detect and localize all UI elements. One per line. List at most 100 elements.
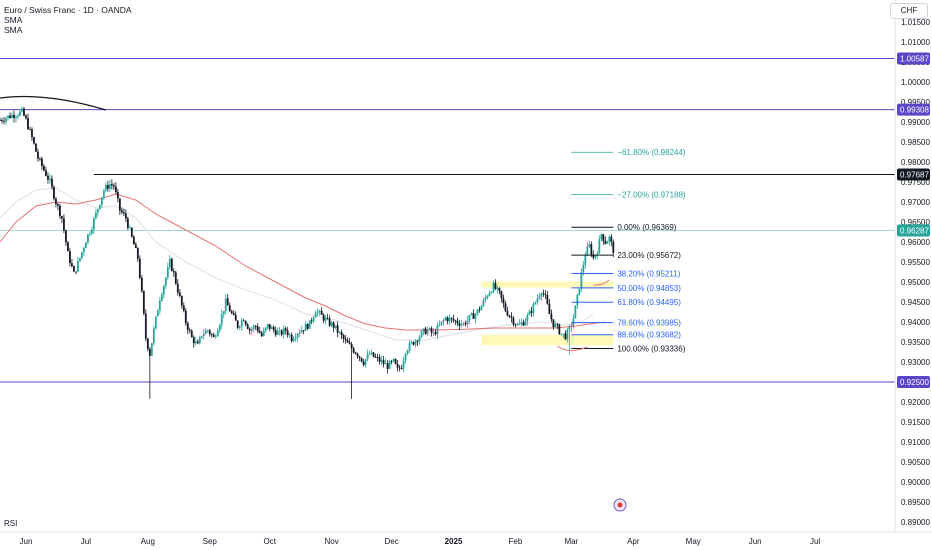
candle-body [476, 309, 479, 315]
candle-body [282, 328, 285, 335]
time-axis[interactable]: Jun Jul Aug Sep Oct Nov Dec 2025 Feb Mar Apr May Jun… [0, 531, 932, 546]
candle-body [43, 166, 45, 171]
fib-level-label: −61.80% (0.98244) [617, 148, 686, 157]
candle-body [444, 317, 447, 321]
price-tick-label: 1.01000 [901, 38, 930, 47]
candle-body [272, 327, 275, 331]
candle-body [502, 298, 505, 304]
price-tick-label: 0.95500 [901, 258, 930, 267]
candle-body [364, 359, 367, 365]
candle-body [19, 111, 21, 116]
curve-mark [557, 345, 588, 352]
candle-body [576, 294, 579, 306]
candle-body [574, 305, 577, 319]
candle-body [354, 352, 357, 354]
candle-body [454, 320, 457, 322]
candle-body [276, 331, 279, 335]
chart-legend: Euro / Swiss Franc · 1D · OANDA SMA SMA [4, 5, 132, 35]
candle-body [284, 328, 287, 331]
candle-body [430, 328, 433, 333]
indicator-sma-1[interactable]: SMA [4, 15, 23, 25]
candle-body [366, 354, 369, 360]
price-tick-label: 0.93000 [901, 358, 930, 367]
time-tick-label: Dec [384, 537, 398, 546]
candle-body [102, 190, 105, 198]
candle-body [508, 315, 511, 317]
currency-button[interactable]: CHF [890, 3, 928, 19]
horizontal-levels[interactable] [0, 58, 895, 383]
price-tick-label: 0.92000 [901, 398, 930, 407]
candle-body [254, 326, 257, 327]
candle-body [556, 324, 559, 325]
price-tick-label: 0.90500 [901, 458, 930, 467]
candle-body [356, 353, 359, 357]
candle-body [190, 330, 193, 338]
candle-body [368, 353, 371, 355]
candle-body [258, 331, 261, 333]
candle-body [408, 343, 411, 351]
candle-body [302, 330, 305, 331]
candle-body [536, 298, 539, 303]
candle-body [312, 317, 315, 322]
symbol-title[interactable]: Euro / Swiss Franc · 1D · OANDA [4, 5, 132, 15]
candle-body [220, 314, 223, 325]
candle-body [390, 361, 393, 362]
candle-body [492, 282, 495, 293]
candle-body [520, 322, 523, 324]
candle-body [342, 335, 345, 339]
candle-body [61, 216, 63, 219]
price-level-tag-label: 0.92500 [900, 378, 929, 387]
candle-body [9, 115, 11, 118]
candle-body [528, 311, 531, 315]
candle-body [87, 234, 89, 243]
candle-body [288, 334, 291, 336]
candle-body [146, 338, 149, 349]
candle-body [540, 293, 543, 297]
candle-body [438, 324, 441, 326]
candle-body [238, 326, 241, 328]
candle-body [292, 338, 295, 341]
candle-body [286, 330, 289, 336]
candle-body [158, 300, 161, 311]
candle-body [334, 325, 337, 328]
candle-body [278, 330, 281, 332]
candle-body [566, 329, 569, 340]
price-axis[interactable]: 1.015001.010001.005001.000000.995000.990… [894, 0, 930, 532]
candle-body [166, 267, 169, 279]
candle-body [294, 337, 297, 339]
candle-body [202, 333, 205, 336]
candle-body [324, 318, 327, 321]
candles [0, 106, 615, 399]
candle-body [94, 212, 97, 219]
candle-body [340, 332, 343, 336]
candle-body [118, 198, 121, 211]
candle-body [612, 241, 615, 253]
price-tick-label: 0.97000 [901, 198, 930, 207]
fibonacci-retracement[interactable]: −61.80% (0.98244) −27.00% (0.97188) 0.00% … [557, 148, 686, 512]
candle-body [608, 236, 611, 242]
candle-body [83, 247, 85, 253]
candle-body [350, 343, 353, 349]
price-level-tag-label: 1.00587 [900, 55, 929, 64]
candle-body [51, 178, 53, 187]
sma-slow-line [0, 187, 594, 341]
candle-body [460, 324, 463, 326]
candle-body [496, 287, 499, 289]
price-tick-label: 0.99500 [901, 98, 930, 107]
candle-body [110, 184, 113, 186]
candle-body [108, 184, 111, 189]
fib-level-label: 0.00% (0.96369) [617, 223, 676, 232]
candle-body [484, 297, 487, 301]
price-level-tag-label: 0.96287 [900, 227, 929, 236]
candle-body [478, 309, 481, 311]
candle-body [116, 191, 119, 199]
candle-body [426, 329, 429, 335]
indicator-sma-2[interactable]: SMA [4, 25, 23, 35]
rsi-pane-label[interactable]: RSI [4, 519, 18, 528]
candle-body [250, 328, 253, 331]
candle-body [134, 244, 137, 249]
candle-body [594, 254, 597, 258]
candle-body [600, 234, 603, 240]
candle-body [336, 325, 339, 333]
